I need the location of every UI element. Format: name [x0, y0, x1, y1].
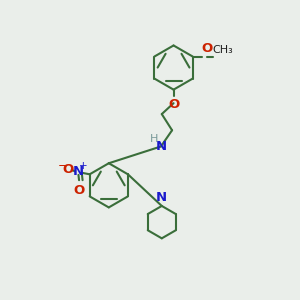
Text: O: O — [74, 184, 85, 197]
Text: N: N — [156, 191, 167, 205]
Text: −: − — [58, 159, 68, 172]
Text: O: O — [62, 164, 74, 176]
Text: CH₃: CH₃ — [213, 45, 233, 55]
Text: O: O — [202, 42, 213, 55]
Text: O: O — [168, 98, 179, 111]
Text: N: N — [155, 140, 167, 153]
Text: N: N — [73, 165, 84, 178]
Text: H: H — [150, 134, 159, 143]
Text: +: + — [79, 161, 87, 171]
